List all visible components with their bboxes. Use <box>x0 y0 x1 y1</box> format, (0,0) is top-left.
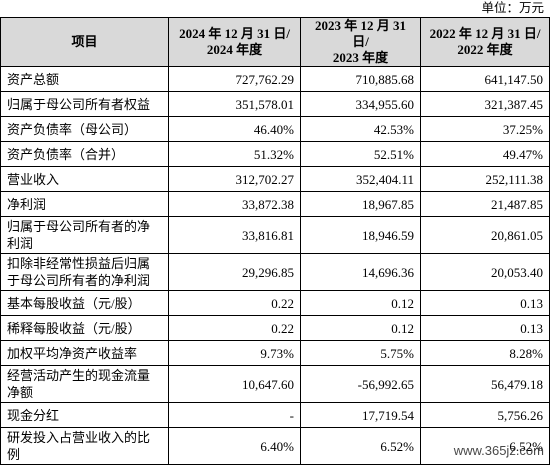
row-label: 现金分红 <box>0 402 169 428</box>
value-cell: 8.28% <box>420 340 550 366</box>
table-row: 基本每股收益（元/股） 0.22 0.12 0.13 <box>0 290 550 316</box>
value-cell: 5,756.26 <box>420 402 550 428</box>
value-cell: 0.12 <box>300 315 421 341</box>
value-cell: 10,647.60 <box>168 365 301 403</box>
value-cell: 5.75% <box>300 340 421 366</box>
value-cell: 312,702.27 <box>168 166 301 192</box>
value-cell: 33,872.38 <box>168 191 301 217</box>
value-cell: 42.53% <box>300 116 421 142</box>
value-cell: 352,404.11 <box>300 166 421 192</box>
value-cell: 351,578.01 <box>168 91 301 117</box>
value-cell: 21,487.85 <box>420 191 550 217</box>
value-cell: 56,479.18 <box>420 365 550 403</box>
row-label: 资产总额 <box>0 66 169 92</box>
value-cell: 37.25% <box>420 116 550 142</box>
table-row: 营业收入 312,702.27 352,404.11 252,111.38 <box>0 166 550 192</box>
row-label: 净利润 <box>0 191 169 217</box>
header-cell: 2023 年 12 月 31 日/2023 年度 <box>300 17 421 67</box>
header-line: 2023 年 12 月 31 日/ <box>314 18 406 49</box>
table-row: 资产总额 727,762.29 710,885.68 641,147.50 <box>0 66 550 92</box>
financial-table: 项目 2024 年 12 月 31 日/2024 年度 2023 年 12 月 31… <box>0 17 550 465</box>
table-row: 研发投入占营业收入的比例 6.40% 6.52% 6.52% <box>0 427 550 465</box>
table-row: 扣除非经常性损益后归属于母公司所有者的净利润 29,296.85 14,696.36… <box>0 253 550 291</box>
value-cell: 17,719.54 <box>300 402 421 428</box>
value-cell: 321,387.45 <box>420 91 550 117</box>
value-cell: 20,861.05 <box>420 216 550 254</box>
row-label: 资产负债率（母公司） <box>0 116 169 142</box>
table-row: 归属于母公司所有者权益 351,578.01 334,955.60 321,387.4… <box>0 91 550 117</box>
header-cell: 项目 <box>0 17 169 67</box>
value-cell: 49.47% <box>420 141 550 167</box>
header-line: 2022 年度 <box>457 42 513 57</box>
value-cell: 0.22 <box>168 290 301 316</box>
value-cell: 0.13 <box>420 290 550 316</box>
table-row: 资产负债率（合并） 51.32% 52.51% 49.47% <box>0 141 550 167</box>
value-cell: 6.52% <box>300 427 421 465</box>
row-label: 研发投入占营业收入的比例 <box>0 427 169 465</box>
value-cell: 33,816.81 <box>168 216 301 254</box>
table-row: 加权平均净资产收益率 9.73% 5.75% 8.28% <box>0 340 550 366</box>
header-line: 2023 年度 <box>332 50 389 65</box>
value-cell: 51.32% <box>168 141 301 167</box>
row-label: 扣除非经常性损益后归属于母公司所有者的净利润 <box>0 253 169 291</box>
table-row: 归属于母公司所有者的净利润 33,816.81 18,946.59 20,861.05 <box>0 216 550 254</box>
header-cell: 2022 年 12 月 31 日/2022 年度 <box>420 17 550 67</box>
watermark: www.365jz.com <box>453 443 544 458</box>
value-cell: 29,296.85 <box>168 253 301 291</box>
row-label: 基本每股收益（元/股） <box>0 290 169 316</box>
value-cell: 710,885.68 <box>300 66 421 92</box>
value-cell: 6.40% <box>168 427 301 465</box>
value-cell: -56,992.65 <box>300 365 421 403</box>
value-cell: 18,967.85 <box>300 191 421 217</box>
row-label: 归属于母公司所有者权益 <box>0 91 169 117</box>
table-row: 现金分红 -17,719.54 5,756.26 <box>0 402 550 428</box>
row-label: 归属于母公司所有者的净利润 <box>0 216 169 254</box>
value-cell: - <box>168 402 301 428</box>
table-row: 资产负债率（母公司） 46.40% 42.53% 37.25% <box>0 116 550 142</box>
value-cell: 641,147.50 <box>420 66 550 92</box>
header-line: 2024 年度 <box>206 42 263 57</box>
value-cell: 334,955.60 <box>300 91 421 117</box>
value-cell: 0.22 <box>168 315 301 341</box>
value-cell: 0.12 <box>300 290 421 316</box>
value-cell: 18,946.59 <box>300 216 421 254</box>
value-cell: 14,696.36 <box>300 253 421 291</box>
table-body: 资产总额 727,762.29 710,885.68 641,147.50 归属于母公司… <box>0 66 550 465</box>
header-line: 2022 年 12 月 31 日/ <box>429 26 541 41</box>
row-label: 稀释每股收益（元/股） <box>0 315 169 341</box>
header-line: 2024 年 12 月 31 日/ <box>179 26 290 41</box>
row-label: 加权平均净资产收益率 <box>0 340 169 366</box>
header-line: 项目 <box>71 34 98 49</box>
value-cell: 9.73% <box>168 340 301 366</box>
header-row: 项目 2024 年 12 月 31 日/2024 年度 2023 年 12 月 31… <box>0 17 550 67</box>
row-label: 营业收入 <box>0 166 169 192</box>
value-cell: 46.40% <box>168 116 301 142</box>
value-cell: 52.51% <box>300 141 421 167</box>
header-cell: 2024 年 12 月 31 日/2024 年度 <box>168 17 301 67</box>
unit-label: 单位：万元 <box>481 1 544 15</box>
row-label: 资产负债率（合并） <box>0 141 169 167</box>
value-cell: 727,762.29 <box>168 66 301 92</box>
value-cell: 20,053.40 <box>420 253 550 291</box>
row-label: 经营活动产生的现金流量净额 <box>0 365 169 403</box>
value-cell: 0.13 <box>420 315 550 341</box>
table-row: 稀释每股收益（元/股） 0.22 0.12 0.13 <box>0 315 550 341</box>
value-cell: 6.52% <box>420 427 550 465</box>
value-cell: 252,111.38 <box>420 166 550 192</box>
table-row: 经营活动产生的现金流量净额 10,647.60 -56,992.65 56,479.1… <box>0 365 550 403</box>
table-row: 净利润 33,872.38 18,967.85 21,487.85 <box>0 191 550 217</box>
